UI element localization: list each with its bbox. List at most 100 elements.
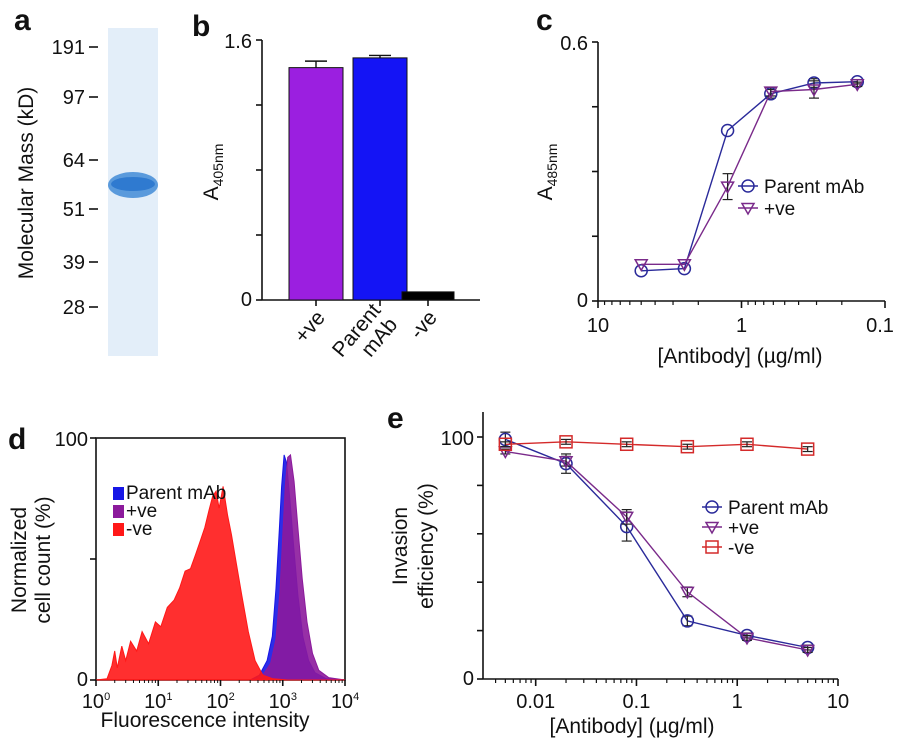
data-point [705, 540, 719, 554]
data-point [800, 644, 815, 658]
series-line [505, 441, 808, 450]
data-point [704, 521, 720, 535]
legend-label: +ve [126, 501, 157, 522]
x-tick-label: 101 [144, 691, 172, 713]
data-point [705, 500, 719, 514]
data-point [849, 79, 865, 92]
legend-label: Parent mAb [126, 483, 226, 504]
data-point [680, 586, 695, 600]
histogram-area [252, 453, 346, 681]
y-axis-label: cell count (%) [32, 496, 55, 623]
data-point [800, 640, 815, 655]
y-tick-label: 100 [55, 429, 88, 451]
legend-label: Parent mAb [728, 498, 828, 519]
x-tick-label: 10 [827, 691, 849, 713]
y-axis-label: Invasion [389, 507, 412, 585]
ladder-label: 28 [63, 297, 85, 319]
series-line [505, 450, 808, 651]
y-tick-label: 0 [463, 668, 474, 690]
x-tick-label: 0.1 [623, 691, 651, 713]
x-tick-label: 100 [82, 691, 110, 713]
x-tick-exponent: 4 [353, 691, 359, 703]
data-point [763, 86, 779, 100]
legend-swatch [113, 487, 124, 500]
legend-label: -ve [126, 519, 152, 540]
y-tick-label: 1.6 [224, 31, 252, 53]
x-tick-label: 103 [269, 691, 297, 713]
panel-label-b: b [192, 10, 210, 43]
x-axis-label: [Antibody] (µg/ml) [658, 345, 823, 368]
series-line [505, 438, 808, 649]
data-point [680, 439, 695, 454]
bar [352, 57, 408, 301]
data-point [720, 181, 735, 195]
x-axis-label: [Antibody] (µg/ml) [550, 715, 715, 738]
x-tick-label: +ve [290, 306, 330, 347]
data-point [740, 202, 756, 216]
data-point [740, 628, 754, 643]
data-point [634, 264, 648, 278]
legend-label: -ve [728, 538, 754, 559]
x-tick-label: -ve [405, 306, 441, 343]
y-axis-label-subscript: 405nm [210, 144, 226, 187]
data-point [850, 74, 865, 89]
x-tick-exponent: 1 [166, 691, 172, 703]
x-tick-label: 1 [736, 315, 747, 337]
ladder-label: 64 [63, 150, 85, 172]
y-tick-label: 0.6 [560, 33, 588, 55]
series-line [641, 83, 858, 265]
data-point [720, 123, 735, 138]
data-point [800, 442, 815, 456]
panel-label-c: c [536, 4, 553, 37]
data-point [558, 455, 574, 469]
data-point [498, 437, 513, 452]
legend-swatch [113, 523, 124, 536]
y-axis-label-subscript: 485nm [544, 144, 560, 187]
y-axis-label: A405nm [200, 144, 226, 201]
bar [288, 67, 344, 301]
legend-swatch [113, 505, 124, 518]
bar [401, 291, 455, 301]
ladder-label: 97 [63, 87, 85, 109]
y-axis-label: efficiency (%) [415, 483, 438, 609]
data-point [740, 437, 754, 452]
y-tick-label: 100 [441, 428, 474, 450]
x-tick-label: 102 [206, 691, 234, 713]
panel-label-a: a [14, 4, 31, 37]
data-point [741, 179, 755, 193]
panel-label-d: d [8, 423, 26, 456]
data-point [739, 632, 755, 646]
x-tick-exponent: 0 [104, 691, 110, 703]
data-point [806, 84, 822, 97]
ladder-label: 51 [63, 199, 85, 221]
x-tick-exponent: 3 [291, 691, 297, 703]
data-point [633, 259, 649, 272]
x-tick-label: 0.01 [516, 691, 555, 713]
x-tick-label: 0.1 [866, 315, 894, 337]
y-tick-label: 0 [77, 669, 88, 691]
data-point [619, 511, 634, 525]
y-tick-label: 0 [577, 290, 588, 312]
data-point [677, 261, 692, 276]
y-tick-label: 0 [241, 289, 252, 311]
ladder-label: 39 [63, 252, 85, 274]
x-tick-label: 104 [331, 691, 359, 713]
legend-label: +ve [764, 199, 795, 220]
data-point [677, 259, 692, 272]
x-axis-label: Fluorescence intensity [101, 709, 310, 732]
histogram-area [95, 486, 345, 681]
x-tick-exponent: 2 [229, 691, 235, 703]
series-line [641, 81, 858, 272]
ladder-label: 191 [52, 37, 85, 59]
x-tick-label: 10 [587, 315, 609, 337]
y-axis-label: A485nm [534, 144, 560, 201]
data-point [619, 437, 634, 452]
protein-band-core [111, 177, 155, 191]
panel-a: a 191 97 64 51 39 28 Molecular Mass (kD) [14, 4, 158, 356]
legend-label: Parent mAb [764, 177, 864, 198]
y-axis-label: Normalized [8, 507, 31, 613]
data-point [680, 614, 695, 628]
legend-label: +ve [728, 518, 759, 539]
